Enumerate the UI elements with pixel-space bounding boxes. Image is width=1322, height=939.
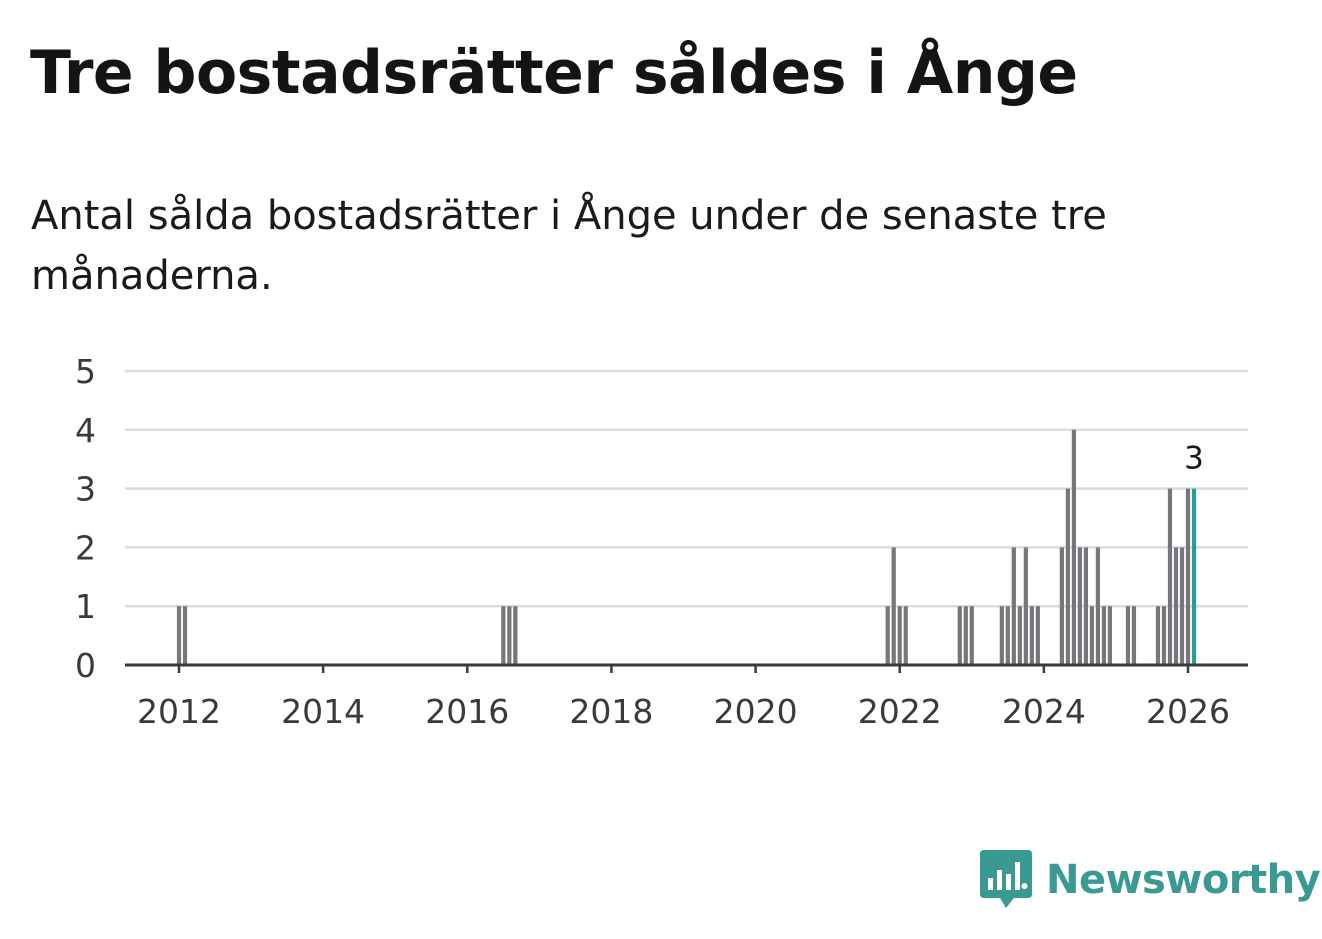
bar-value-label: 3 [1184, 441, 1204, 477]
bar [1131, 606, 1137, 665]
bar [1089, 606, 1094, 665]
value-labels: 3 [1184, 441, 1204, 477]
bar [969, 606, 974, 665]
bar [501, 606, 506, 665]
x-tick-label: 2026 [1146, 692, 1230, 731]
bar [513, 606, 518, 665]
x-tick-label: 2012 [137, 692, 221, 731]
chart-subtitle: Antal sålda bostadsrätter i Ånge under d… [31, 193, 1107, 299]
bar [1107, 606, 1113, 665]
bar [1173, 547, 1179, 665]
newsworthy-logo-icon [980, 850, 1032, 908]
y-tick-label: 0 [75, 646, 96, 685]
bar [1077, 547, 1082, 665]
bar-highlight [1191, 488, 1197, 665]
x-tick-label: 2022 [858, 692, 942, 731]
bar [1023, 547, 1028, 665]
bar [963, 606, 968, 665]
x-tick-label: 2014 [281, 692, 365, 731]
bar [891, 547, 896, 665]
bar [1101, 606, 1107, 665]
bar [176, 606, 182, 665]
bar [999, 606, 1004, 665]
bar [957, 606, 962, 665]
bars [176, 429, 1197, 665]
bar [1011, 547, 1016, 665]
y-tick-label: 1 [75, 587, 96, 626]
bar [885, 606, 890, 665]
bar [1125, 606, 1131, 665]
bar [903, 606, 908, 665]
bar [182, 606, 188, 665]
x-tick-label: 2018 [569, 692, 653, 731]
y-axis-ticks: 0 1 2 3 4 5 [75, 352, 96, 685]
chart-title: Tre bostadsrätter såldes i Ånge [30, 38, 1078, 108]
x-axis-ticks: 2012 2014 2016 2018 2020 2022 2024 2026 [137, 665, 1230, 731]
bar [1005, 606, 1010, 665]
newsworthy-logo: Newsworthy [980, 850, 1321, 910]
bar [1167, 488, 1173, 665]
bar [1095, 547, 1101, 665]
x-tick-label: 2024 [1002, 692, 1086, 731]
x-tick-label: 2020 [714, 692, 798, 731]
x-tick-label: 2016 [425, 692, 509, 731]
brand-name: Newsworthy [1046, 857, 1321, 903]
y-tick-label: 2 [75, 528, 96, 567]
y-tick-label: 4 [75, 411, 96, 450]
bar [1071, 429, 1076, 665]
bar [507, 606, 512, 665]
bar [1065, 488, 1070, 665]
bar [1155, 606, 1161, 665]
bar [1029, 606, 1034, 665]
y-tick-label: 3 [75, 470, 96, 509]
bar [1035, 606, 1040, 665]
bar [1083, 547, 1088, 665]
bar [1161, 606, 1167, 665]
bar [897, 606, 902, 665]
y-tick-label: 5 [75, 352, 96, 391]
bar [1179, 547, 1185, 665]
bar [1185, 488, 1191, 665]
bar [1059, 547, 1064, 665]
bar [1017, 606, 1022, 665]
